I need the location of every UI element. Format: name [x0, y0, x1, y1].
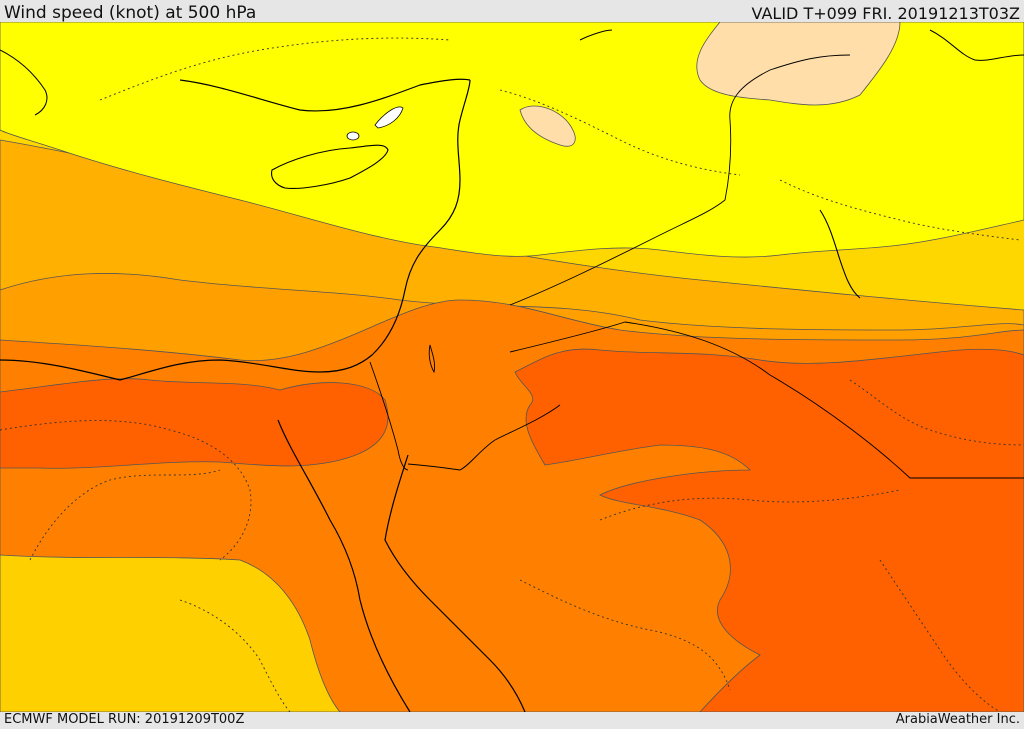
contour-band-pale-small: [519, 105, 576, 147]
map-canvas: [0, 22, 1024, 712]
title-bar: Wind speed (knot) at 500 hPa VALID T+099…: [0, 0, 1024, 23]
coastline-gulf: [819, 209, 861, 299]
dead-sea: [428, 344, 436, 374]
coastline-mediterranean: [0, 79, 471, 381]
credit-label: ArabiaWeather Inc.: [895, 712, 1020, 727]
contour-band-gold-sw: [0, 554, 341, 712]
contour-band-dark-east: [514, 348, 1024, 712]
border-jordan-saudi: [407, 404, 561, 471]
coastline-caspian-fragment: [579, 29, 613, 41]
internal-borders: [0, 37, 1024, 712]
model-run-label: ECMWF MODEL RUN: 20191209T00Z: [4, 712, 245, 727]
coastline-turkey: [179, 78, 471, 112]
border-egypt-israel: [369, 361, 409, 471]
valid-time: VALID T+099 FRI. 20191213T03Z: [751, 4, 1020, 23]
lake-shape: [374, 106, 404, 129]
wind-speed-map: [0, 22, 1024, 712]
contour-band-dark-west: [0, 378, 389, 469]
border-saudi-north: [509, 321, 1024, 479]
border-iraq-syria: [509, 54, 851, 306]
map-title: Wind speed (knot) at 500 hPa: [4, 3, 257, 23]
coastline-caspian-east: [929, 29, 1024, 61]
lake-small: [346, 131, 360, 141]
footer-bar: ECMWF MODEL RUN: 20191209T00Z ArabiaWeat…: [0, 712, 1024, 729]
cyprus-coast: [271, 144, 389, 189]
coastline-aegean: [0, 49, 48, 116]
coastline-red-sea-west: [277, 419, 411, 712]
coastline-red-sea-east: [384, 454, 526, 712]
